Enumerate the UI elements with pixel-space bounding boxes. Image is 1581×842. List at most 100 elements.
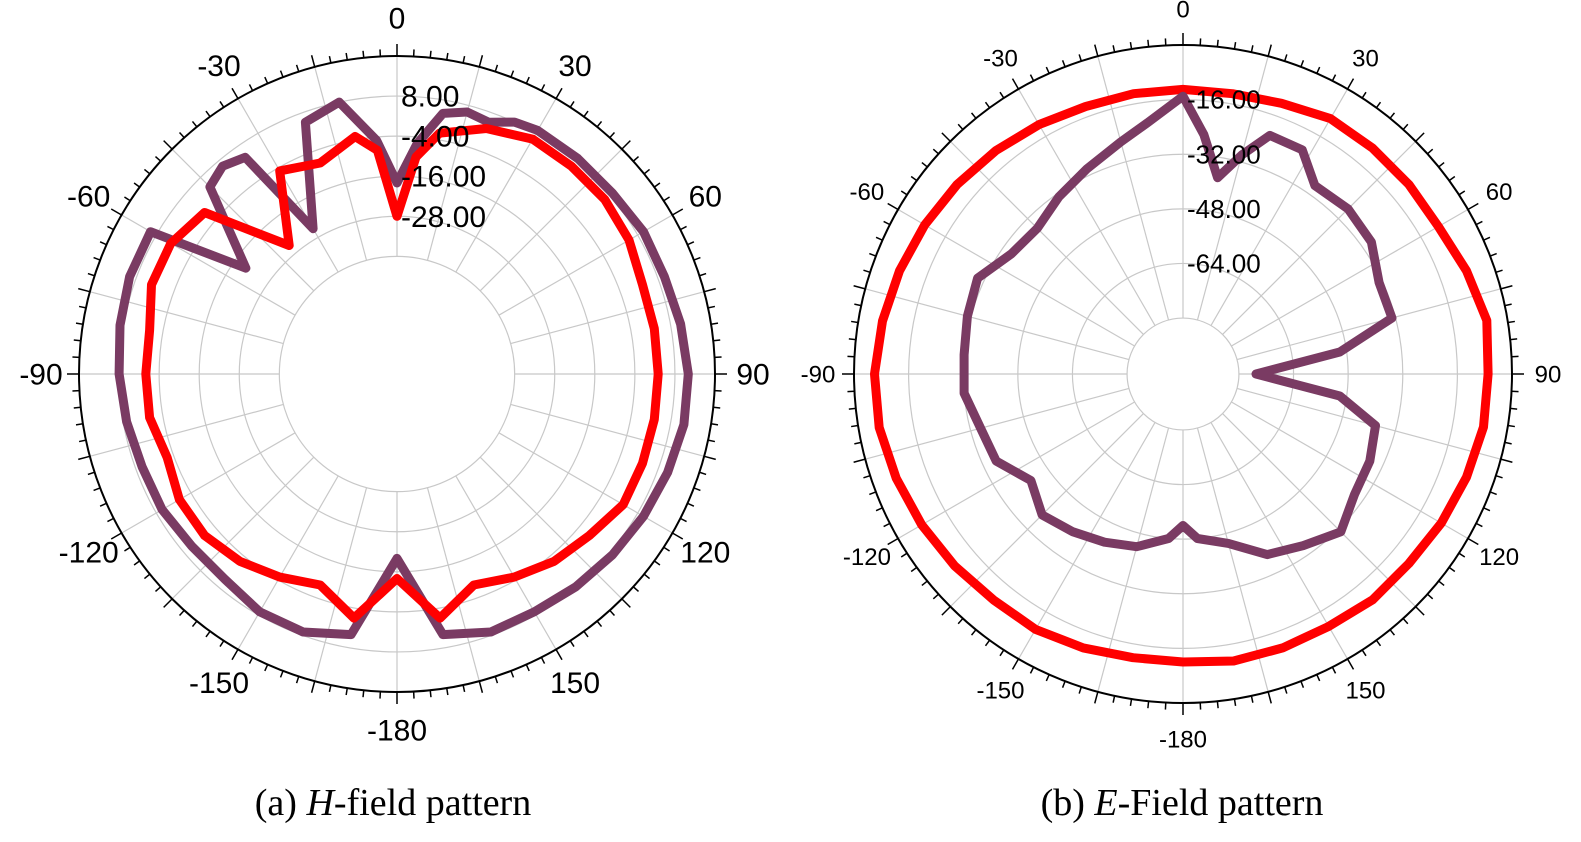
angle-tick-mark <box>328 684 332 693</box>
angle-tick-mark <box>984 101 991 109</box>
angle-tick-mark <box>999 649 1005 657</box>
angle-tick-mark <box>1495 269 1503 274</box>
caption-h-italic: H <box>305 782 336 824</box>
angle-tick-mark <box>345 52 348 61</box>
angle-tick-mark <box>163 598 173 608</box>
angle-tick-mark <box>1283 54 1288 62</box>
angle-tick-mark <box>1500 285 1513 290</box>
angle-tick-mark <box>851 424 859 428</box>
angle-tick-mark <box>1389 112 1396 119</box>
angle-tick-mark <box>154 155 162 162</box>
angle-tick-mark <box>869 491 877 496</box>
angle-tick-mark <box>854 303 862 307</box>
angle-tick-mark <box>87 471 95 476</box>
angle-tick-mark <box>687 241 695 246</box>
angle-tick-label: 30 <box>1352 45 1379 72</box>
angle-tick-mark <box>1011 78 1020 90</box>
angle-tick-label: 60 <box>689 181 722 214</box>
angle-tick-mark <box>679 517 687 523</box>
angle-tick-label: -120 <box>59 537 119 570</box>
angle-tick-mark <box>1045 674 1050 682</box>
angle-tick-mark <box>643 168 651 175</box>
angle-tick-label: -90 <box>801 361 836 388</box>
angle-tick-mark <box>205 630 211 638</box>
angle-tick-mark <box>143 168 151 175</box>
angle-tick-label: 90 <box>736 359 769 392</box>
angle-tick-label: 150 <box>1345 677 1385 704</box>
angle-tick-mark <box>429 690 432 698</box>
angle-tick-mark <box>231 649 239 661</box>
angle-tick-mark <box>510 70 515 78</box>
angle-tick-mark <box>1475 522 1483 528</box>
angle-tick-mark <box>957 123 964 131</box>
angle-tick-mark <box>1458 190 1466 196</box>
grid-spoke <box>1097 427 1170 692</box>
angle-tick-mark <box>1011 658 1020 670</box>
angle-tick-mark <box>310 55 316 68</box>
angle-tick-mark <box>621 598 631 608</box>
angle-tick-label: 0 <box>1176 0 1189 23</box>
angle-tick-mark <box>1129 42 1133 50</box>
angle-tick-mark <box>1147 39 1150 47</box>
angle-tick-mark <box>133 182 141 188</box>
angle-tick-label: -120 <box>843 544 891 571</box>
grid-spoke <box>237 98 339 273</box>
angle-tick-mark <box>887 202 899 211</box>
angle-tick-mark <box>703 287 716 293</box>
angle-tick-mark <box>1316 674 1321 682</box>
angle-tick-label: -150 <box>189 667 249 700</box>
angle-tick-mark <box>869 252 877 257</box>
grid-spoke <box>1210 88 1349 326</box>
angle-tick-mark <box>569 101 575 108</box>
grid-spoke <box>171 148 315 292</box>
angle-tick-mark <box>583 630 589 638</box>
angle-tick-mark <box>707 305 716 309</box>
caption-e-prefix: (b) <box>1041 782 1095 824</box>
angle-tick-mark <box>1267 691 1272 704</box>
angle-tick-mark <box>632 155 640 162</box>
angle-tick-mark <box>1415 132 1425 142</box>
angle-tick-label: -180 <box>1159 726 1207 753</box>
angle-tick-mark <box>1147 701 1150 709</box>
radial-tick-label: -32.00 <box>1187 139 1261 169</box>
angle-tick-mark <box>124 196 131 202</box>
angle-tick-mark <box>851 320 859 324</box>
angle-tick-mark <box>707 439 716 443</box>
grid-inner-circle <box>278 255 516 493</box>
angle-tick-mark <box>205 110 211 118</box>
grid-spoke <box>121 432 296 534</box>
angle-tick-mark <box>540 656 546 664</box>
angle-tick-mark <box>653 560 661 566</box>
angle-tick-mark <box>863 269 871 274</box>
angle-tick-mark <box>1094 691 1099 704</box>
angle-tick-mark <box>1489 491 1497 496</box>
angle-tick-mark <box>703 455 716 461</box>
caption-e-field: (b) E-Field pattern <box>1041 782 1324 824</box>
angle-tick-mark <box>921 580 928 587</box>
angle-tick-mark <box>687 502 695 507</box>
angle-tick-mark <box>1029 74 1035 82</box>
angle-tick-mark <box>143 573 151 580</box>
angle-tick-mark <box>875 507 883 512</box>
angle-tick-mark <box>494 64 499 72</box>
angle-tick-mark <box>1346 658 1355 670</box>
angle-tick-mark <box>1426 148 1434 155</box>
grid-spoke <box>949 140 1144 335</box>
angle-tick-mark <box>191 120 198 128</box>
angle-tick-mark <box>1250 695 1254 703</box>
angle-tick-mark <box>87 272 95 277</box>
angle-tick-mark <box>219 640 225 647</box>
angle-tick-mark <box>133 560 141 566</box>
angle-tick-mark <box>693 256 701 261</box>
angle-tick-mark <box>1507 320 1515 324</box>
angle-tick-mark <box>1129 698 1133 706</box>
radial-tick-label: -64.00 <box>1187 249 1261 279</box>
angle-tick-mark <box>462 55 466 64</box>
angle-tick-mark <box>345 687 348 696</box>
angle-tick-mark <box>921 161 928 168</box>
angle-tick-mark <box>1078 54 1083 62</box>
angle-tick-mark <box>999 91 1005 99</box>
radial-tick-label: -4.00 <box>401 121 469 154</box>
angle-tick-mark <box>555 649 563 661</box>
